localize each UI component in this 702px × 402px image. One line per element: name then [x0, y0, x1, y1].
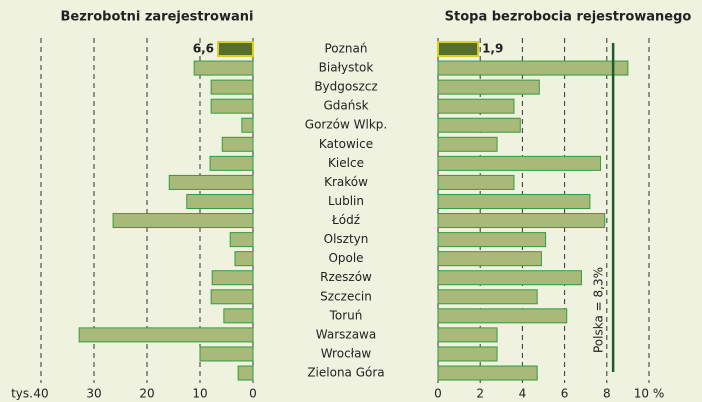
category-label: Katowice	[319, 137, 373, 151]
bar	[437, 327, 498, 343]
bar	[221, 136, 254, 152]
bar	[223, 308, 254, 324]
bar	[437, 289, 538, 305]
bar	[217, 41, 255, 57]
category-label: Białystok	[319, 61, 374, 75]
category-label: Warszawa	[316, 327, 376, 341]
x-tick-label: 2	[476, 387, 484, 401]
category-label: Zielona Góra	[307, 366, 384, 380]
x-tick-label: 10	[192, 387, 207, 401]
bar	[186, 193, 254, 209]
bar	[437, 174, 515, 190]
category-label: Wrocław	[321, 346, 372, 360]
category-label: Lublin	[328, 194, 364, 208]
bar	[437, 251, 542, 267]
value-label: 1,9	[482, 42, 503, 56]
bar	[210, 79, 254, 95]
reference-label: Polska = 8,3%	[592, 267, 606, 353]
category-label: Bydgoszcz	[314, 80, 377, 94]
category-label: Gorzów Wlkp.	[305, 118, 387, 132]
category-label: Łódź	[331, 213, 360, 227]
bar	[437, 232, 547, 248]
x-tick-label: 6	[561, 387, 569, 401]
bar	[437, 117, 521, 133]
bar	[437, 213, 606, 229]
bar	[209, 155, 254, 171]
bar	[437, 60, 629, 76]
x-tick-label: 20	[139, 387, 154, 401]
bar	[437, 79, 540, 95]
bar	[78, 327, 254, 343]
right-title: Stopa bezrobocia rejestrowanego	[445, 10, 692, 25]
left-title: Bezrobotni zarejestrowani	[61, 10, 254, 25]
x-tick-label: 10 %	[634, 387, 665, 401]
bar	[234, 251, 254, 267]
category-label: Rzeszów	[320, 270, 372, 284]
bar	[193, 60, 254, 76]
bar	[211, 270, 254, 286]
bar	[437, 41, 480, 57]
bar	[437, 346, 498, 362]
bar	[437, 193, 591, 209]
bar	[229, 232, 254, 248]
category-label: Kraków	[324, 175, 368, 189]
category-label: Olsztyn	[324, 232, 369, 246]
bar	[437, 136, 498, 152]
bar	[241, 117, 254, 133]
bar	[112, 213, 254, 229]
category-label: Gdańsk	[323, 99, 368, 113]
x-tick-label: 0	[434, 387, 442, 401]
x-tick-label: 4	[519, 387, 527, 401]
bar	[210, 98, 254, 114]
unit-label: tys.	[11, 387, 33, 401]
category-label: Opole	[328, 251, 363, 265]
category-label: Szczecin	[320, 289, 372, 303]
bar	[210, 289, 254, 305]
category-label: Kielce	[328, 156, 364, 170]
bar	[437, 98, 515, 114]
bar	[437, 365, 538, 381]
category-label: Poznań	[324, 42, 367, 56]
bar	[437, 308, 568, 324]
category-label: Toruń	[329, 308, 363, 322]
x-tick-label: 8	[603, 387, 611, 401]
x-tick-label: 40	[33, 387, 48, 401]
x-tick-label: 30	[86, 387, 101, 401]
bar	[168, 174, 254, 190]
bar	[237, 365, 254, 381]
bar	[437, 270, 582, 286]
bar	[199, 346, 254, 362]
value-label: 6,6	[193, 42, 214, 56]
bar	[437, 155, 601, 171]
x-tick-label: 0	[249, 387, 257, 401]
